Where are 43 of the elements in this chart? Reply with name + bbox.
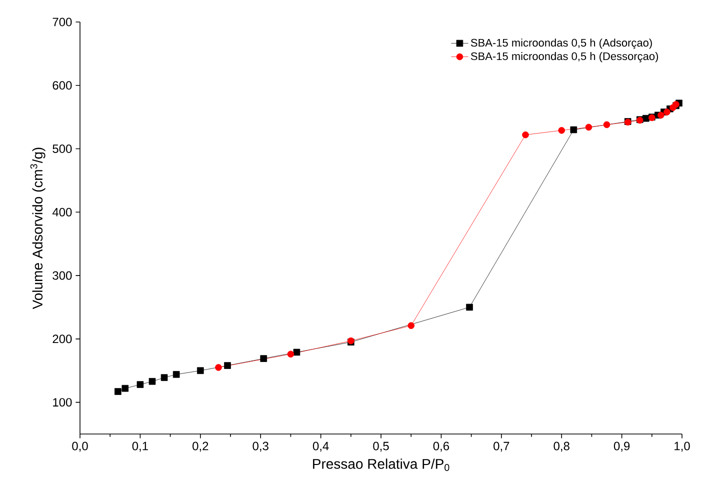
y-tick-label: 500 (52, 144, 72, 154)
point (160, 374, 168, 381)
point (197, 367, 204, 374)
x-tick-label: 0,5 (373, 442, 389, 452)
y-tick-label: 300 (52, 271, 72, 280)
x-tick-label: 1,0 (674, 442, 690, 452)
point (603, 121, 610, 128)
point (260, 355, 268, 362)
y-tick-label: 400 (52, 208, 72, 216)
point (664, 108, 670, 116)
y-tick-label: 600 (52, 81, 72, 90)
point (172, 371, 180, 378)
x-tick-label: 0,1 (132, 442, 148, 452)
x-tick-label: 0,0 (72, 442, 88, 452)
point (293, 348, 300, 356)
y-axis-title: Volume Adsorvido (cm$^{3}$/g) (30, 148, 46, 310)
y-tick-label: 100 (53, 398, 72, 407)
point (570, 126, 578, 134)
point (408, 322, 414, 330)
x-tick-label: 0,6 (433, 442, 450, 452)
point (122, 384, 129, 392)
point (558, 126, 566, 134)
point (148, 378, 156, 385)
point (215, 364, 222, 371)
point (224, 362, 231, 369)
y-tick-label: 200 (52, 334, 72, 344)
point (585, 124, 592, 131)
point (466, 304, 473, 311)
point (287, 350, 294, 358)
x-tick-label: 0,9 (614, 442, 630, 452)
point (658, 112, 664, 119)
point (522, 131, 529, 138)
legend-label: SBA-15 microondas 0,5 h (Dessorçao) (470, 52, 658, 62)
point (114, 388, 122, 395)
point (136, 381, 144, 388)
x-axis-title: Pressao Relativa P/P$_{0}$ (313, 458, 450, 471)
x-tick-label: 0,8 (554, 442, 570, 452)
x-tick-label: 0,3 (252, 442, 268, 452)
x-tick-label: 0,4 (312, 442, 329, 452)
y-tick-label: 700 (52, 18, 72, 26)
x-tick-label: 0,2 (192, 442, 208, 452)
legend-label: SBA-15 microondas 0,5 h (Adsorçao) (470, 38, 652, 49)
x-tick-label: 0,7 (494, 442, 510, 452)
